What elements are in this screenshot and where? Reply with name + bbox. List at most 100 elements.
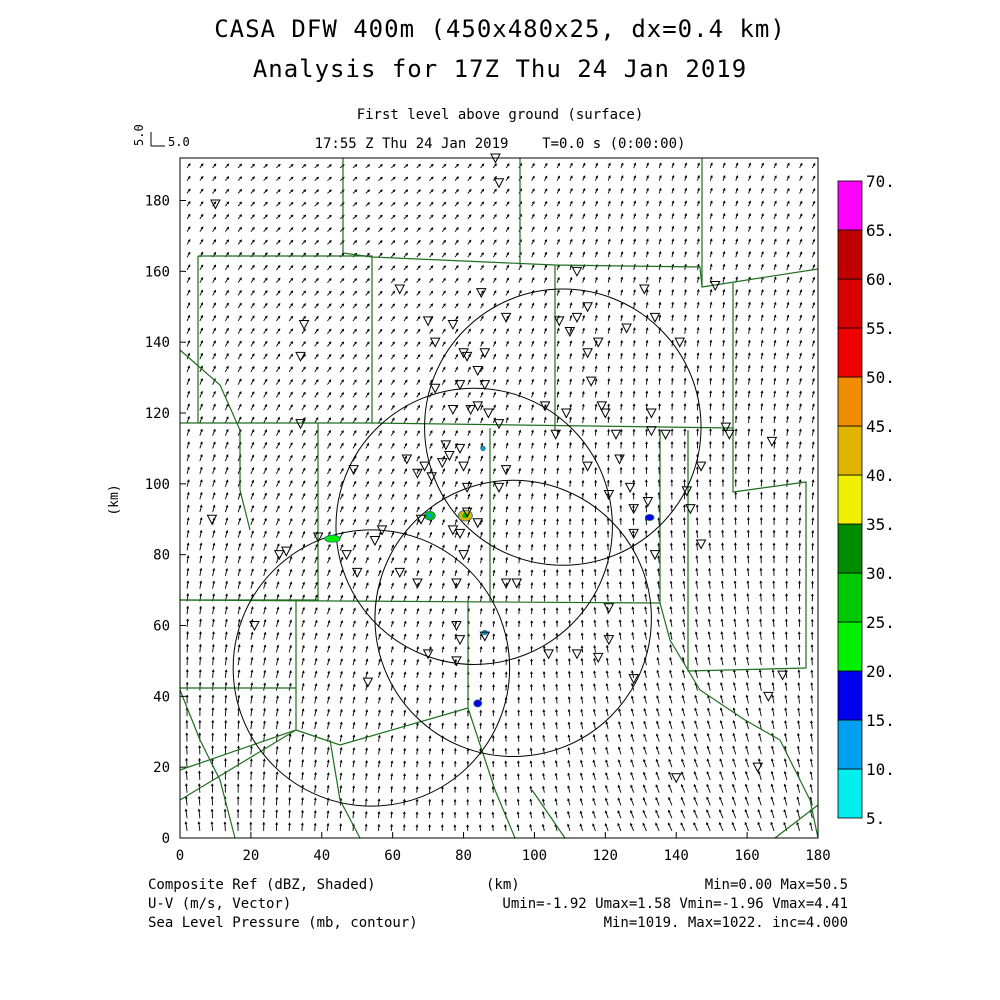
y-tick-label: 60 bbox=[153, 619, 170, 635]
y-tick-label: 180 bbox=[145, 194, 170, 210]
colorbar-label: 15. bbox=[866, 711, 895, 730]
station-marker bbox=[210, 199, 221, 210]
station-marker bbox=[621, 323, 632, 334]
title-line-1: CASA DFW 400m (450x480x25, dx=0.4 km) bbox=[214, 15, 786, 43]
station-marker bbox=[401, 454, 413, 465]
x-tick-label: 120 bbox=[593, 848, 618, 864]
y-tick-label: 40 bbox=[153, 689, 170, 705]
station-marker bbox=[628, 504, 640, 515]
station-marker bbox=[539, 401, 551, 412]
station-marker bbox=[670, 773, 682, 784]
colorbar-label: 35. bbox=[866, 515, 895, 534]
station-marker bbox=[603, 635, 615, 646]
footer-left-3: Sea Level Pressure (mb, contour) bbox=[148, 915, 418, 931]
echo-5 bbox=[480, 445, 486, 452]
station-marker bbox=[614, 454, 625, 465]
y-axis-label: (km) bbox=[107, 484, 122, 515]
vector-key-label: 5.0 bbox=[168, 135, 190, 149]
station-marker bbox=[709, 281, 721, 292]
station-marker bbox=[610, 429, 622, 440]
reflectivity-echoes bbox=[324, 445, 655, 708]
station-marker bbox=[454, 443, 466, 454]
x-tick-label: 160 bbox=[734, 848, 759, 864]
station-marker bbox=[571, 649, 583, 660]
station-marker bbox=[582, 348, 593, 359]
station-marker bbox=[585, 376, 597, 387]
station-marker bbox=[695, 539, 707, 550]
station-marker bbox=[479, 631, 491, 642]
x-tick-label: 40 bbox=[313, 848, 330, 864]
station-marker bbox=[766, 436, 778, 447]
wind-vector-field bbox=[184, 162, 816, 832]
station-marker bbox=[472, 366, 484, 377]
colorbar-label: 70. bbox=[866, 172, 895, 191]
footer-left-1: Composite Ref (dBZ, Shaded) bbox=[148, 877, 376, 893]
station-marker bbox=[376, 525, 388, 536]
station-marker bbox=[550, 429, 562, 440]
station-marker bbox=[603, 489, 615, 501]
colorbar-swatch bbox=[837, 474, 863, 525]
station-marker bbox=[458, 550, 469, 561]
station-markers bbox=[206, 153, 788, 784]
colorbar-label: 50. bbox=[866, 368, 895, 387]
station-marker bbox=[592, 337, 604, 348]
colorbar-label: 25. bbox=[866, 613, 895, 632]
station-marker bbox=[465, 404, 476, 416]
radar-ring-3 bbox=[374, 479, 652, 758]
station-marker bbox=[511, 578, 523, 589]
x-tick-label: 80 bbox=[455, 848, 472, 864]
station-marker bbox=[649, 550, 661, 561]
station-marker bbox=[461, 351, 473, 362]
station-marker bbox=[312, 532, 324, 543]
colorbar-swatch bbox=[837, 768, 863, 819]
station-marker bbox=[348, 465, 360, 476]
x-tick-label: 60 bbox=[384, 848, 401, 864]
station-marker bbox=[454, 528, 466, 539]
station-marker bbox=[479, 348, 491, 359]
station-marker bbox=[777, 670, 788, 681]
station-marker bbox=[444, 451, 455, 462]
colorbar-label: 5. bbox=[866, 809, 885, 828]
station-marker bbox=[763, 691, 774, 702]
x-tick-label: 100 bbox=[522, 848, 547, 864]
station-marker bbox=[341, 550, 352, 561]
vector-key: 5.0 5.0 bbox=[132, 124, 190, 149]
station-marker bbox=[582, 461, 593, 472]
radar-ring-1 bbox=[424, 288, 702, 566]
echo-1 bbox=[324, 534, 341, 543]
station-marker bbox=[646, 408, 657, 419]
station-marker bbox=[458, 461, 469, 472]
colorbar-swatch bbox=[837, 229, 863, 280]
station-marker bbox=[752, 762, 764, 773]
x-tick-label: 20 bbox=[242, 848, 259, 864]
y-axis-ticks: 0 20 40 60 80 100 120 140 160 180 bbox=[145, 194, 186, 847]
station-marker bbox=[419, 461, 430, 472]
station-marker bbox=[295, 351, 306, 362]
station-marker bbox=[454, 380, 466, 391]
y-tick-label: 140 bbox=[145, 335, 170, 351]
station-marker bbox=[493, 178, 505, 189]
subtitle-time: 17:55 Z Thu 24 Jan 2019 T=0.0 s (0:00:00… bbox=[314, 136, 686, 152]
station-marker bbox=[447, 404, 459, 416]
y-tick-label: 20 bbox=[153, 760, 170, 776]
station-marker bbox=[646, 426, 657, 437]
y-tick-label: 80 bbox=[153, 548, 170, 564]
station-marker bbox=[475, 288, 487, 299]
colorbar-label: 45. bbox=[866, 417, 895, 436]
station-marker bbox=[249, 621, 260, 632]
footer-left-2: U-V (m/s, Vector) bbox=[148, 896, 292, 912]
colorbar-label: 20. bbox=[866, 662, 895, 681]
x-tick-label: 140 bbox=[664, 848, 689, 864]
station-marker bbox=[564, 327, 576, 338]
station-marker bbox=[447, 319, 459, 331]
x-axis-label: (km) bbox=[486, 877, 520, 893]
county-boundaries bbox=[179, 158, 819, 839]
station-marker bbox=[628, 674, 640, 685]
station-marker bbox=[493, 482, 505, 493]
station-marker bbox=[720, 422, 732, 433]
station-marker bbox=[422, 316, 434, 327]
station-marker bbox=[451, 578, 462, 589]
station-marker bbox=[472, 518, 484, 529]
colorbar: 5. 10. 15. 20. 25. 30. 35. 40. 45. 50. 55. 60. 65. 70… bbox=[837, 172, 895, 828]
